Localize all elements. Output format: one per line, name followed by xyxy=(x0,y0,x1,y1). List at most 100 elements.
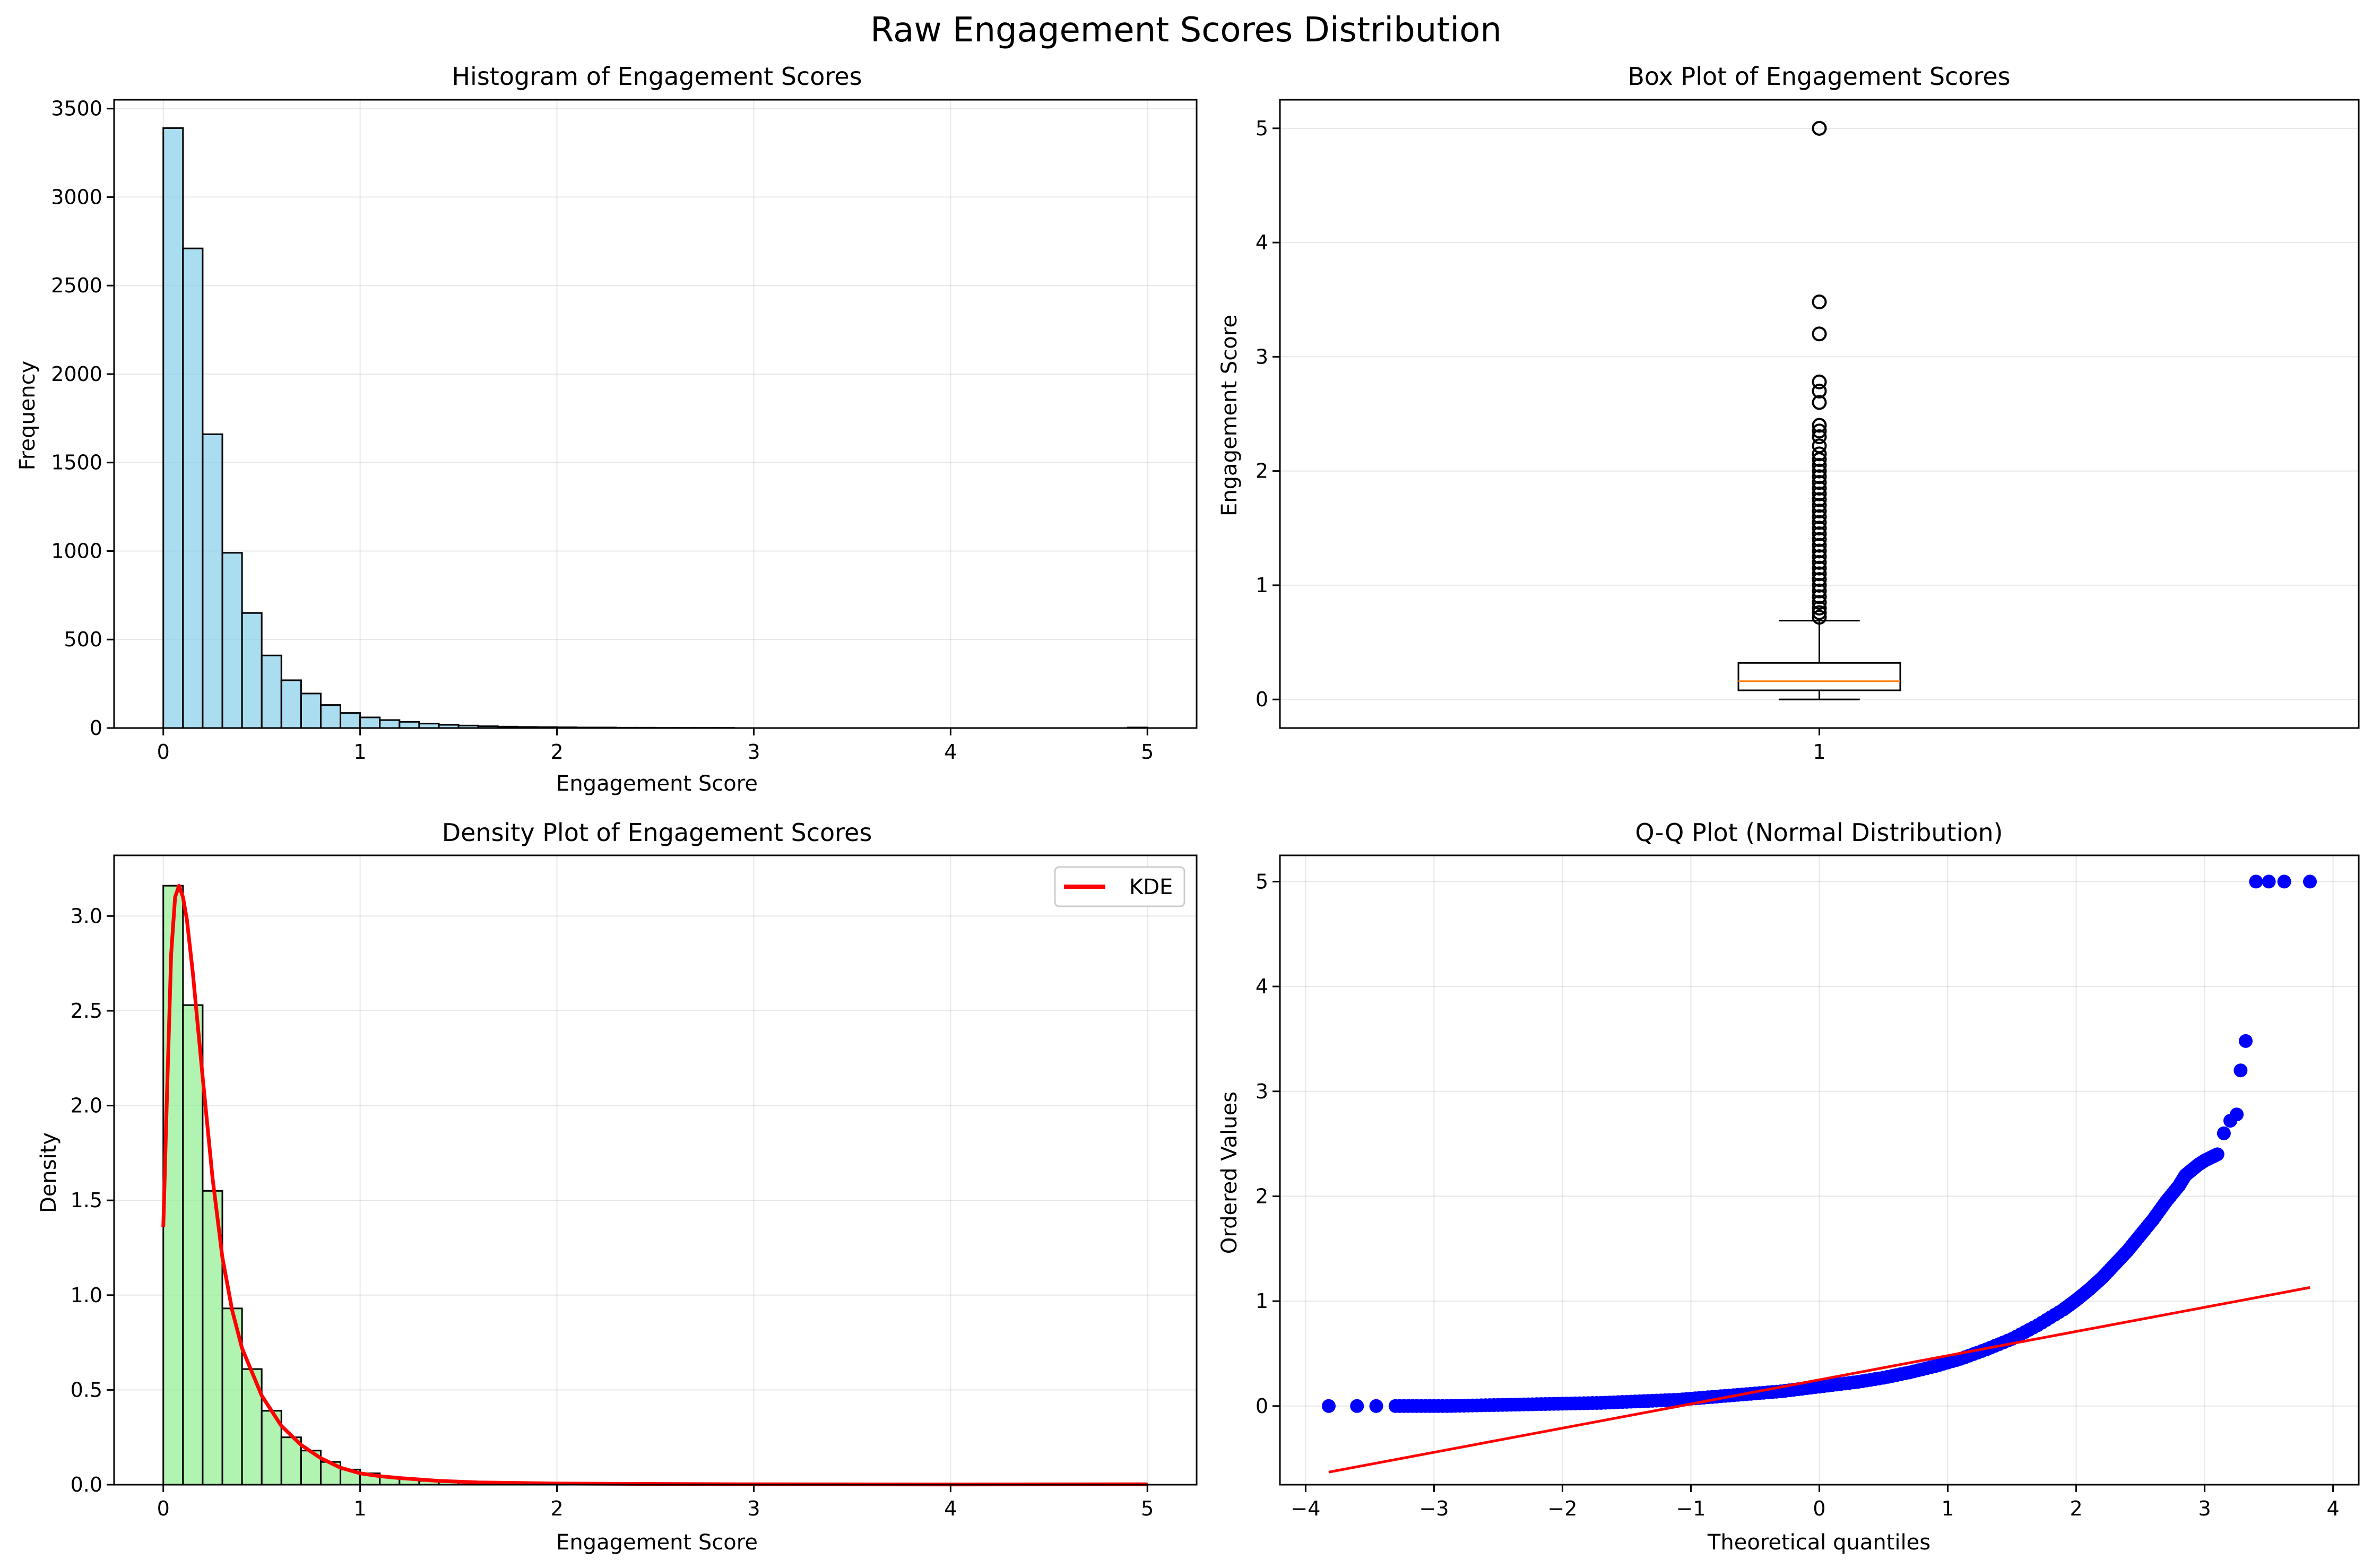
x-tick-label: 2 xyxy=(550,1497,563,1520)
x-tick-label: 3 xyxy=(747,740,760,764)
density-bar xyxy=(182,1004,204,1486)
iqr-box xyxy=(1737,662,1901,691)
y-tick-label: 2 xyxy=(1256,460,1268,483)
figure-title: Raw Engagement Scores Distribution xyxy=(870,11,1502,50)
plot-frame xyxy=(113,99,1198,729)
y-tick-label: 3500 xyxy=(51,97,102,120)
x-tick-label: 5 xyxy=(1141,1497,1154,1520)
density-ylabel: Density xyxy=(37,1132,61,1213)
outlier-point xyxy=(1812,492,1827,507)
qq-point xyxy=(2234,1063,2248,1078)
x-tick-label: −3 xyxy=(1419,1497,1449,1520)
plot-frame xyxy=(1279,99,2360,729)
x-tick-label: 4 xyxy=(2327,1497,2340,1520)
histogram-panel: Histogram of Engagement Scores Engagemen… xyxy=(15,62,1198,796)
y-tick-label: 5 xyxy=(1256,870,1268,893)
y-tick-label: 0.0 xyxy=(71,1473,102,1496)
histogram-bar xyxy=(319,704,342,729)
y-tick-label: 1.5 xyxy=(71,1189,102,1212)
outlier-point xyxy=(1812,395,1827,410)
legend-kde-label: KDE xyxy=(1129,875,1173,899)
qq-point xyxy=(2210,1147,2224,1162)
outlier-point xyxy=(1812,572,1827,587)
histogram-bar xyxy=(162,127,184,729)
density-xlabel: Engagement Score xyxy=(556,1530,758,1555)
y-tick-label: 1.0 xyxy=(71,1284,102,1307)
outlier-point xyxy=(1812,610,1827,625)
qq-point xyxy=(2277,874,2291,889)
y-tick-label: 0.5 xyxy=(71,1378,102,1401)
outlier-point xyxy=(1812,532,1827,547)
y-tick-label: 500 xyxy=(64,628,102,651)
outlier-point xyxy=(1812,120,1827,136)
outlier-point xyxy=(1812,383,1827,399)
qq-point xyxy=(2262,874,2276,889)
histogram-bar xyxy=(399,721,420,729)
outlier-point xyxy=(1812,589,1827,604)
boxplot-title: Box Plot of Engagement Scores xyxy=(1627,62,2010,91)
outlier-point xyxy=(1812,538,1827,553)
outlier-point xyxy=(1812,498,1827,513)
y-tick-label: 1500 xyxy=(51,451,102,474)
outlier-point xyxy=(1812,526,1827,542)
y-tick-label: 2000 xyxy=(51,362,102,386)
outlier-point xyxy=(1812,515,1827,530)
x-tick-label: 3 xyxy=(747,1497,760,1520)
x-tick-label: 0 xyxy=(157,1497,170,1520)
histogram-xlabel: Engagement Score xyxy=(556,772,758,796)
plot-frame xyxy=(1279,854,2360,1486)
x-tick-label: −1 xyxy=(1676,1497,1706,1520)
outlier-point xyxy=(1812,480,1827,496)
outlier-point xyxy=(1812,560,1827,576)
density-legend: KDE xyxy=(1054,866,1185,907)
y-tick-label: 1 xyxy=(1256,1289,1268,1313)
y-tick-label: 4 xyxy=(1256,231,1268,254)
density-panel: Density Plot of Engagement Scores Engage… xyxy=(37,818,1198,1555)
outlier-point xyxy=(1812,605,1827,620)
y-tick-label: 3000 xyxy=(51,185,102,209)
x-tick-label: 3 xyxy=(2198,1497,2211,1520)
y-tick-label: 0 xyxy=(90,716,102,740)
x-tick-label: 1 xyxy=(354,1497,367,1520)
outlier-point xyxy=(1812,326,1827,342)
outlier-point xyxy=(1812,600,1827,616)
y-tick-label: 0 xyxy=(1256,688,1268,711)
outlier-point xyxy=(1812,469,1827,484)
qq-title: Q-Q Plot (Normal Distribution) xyxy=(1635,818,2003,847)
histogram-bar xyxy=(221,552,243,729)
histogram-bar xyxy=(202,433,223,729)
y-tick-label: 3 xyxy=(1256,1080,1268,1103)
y-tick-label: 0 xyxy=(1256,1394,1268,1418)
histogram-bar xyxy=(379,719,401,729)
outlier-point xyxy=(1812,555,1827,570)
plot-frame xyxy=(113,854,1198,1486)
y-tick-label: 1000 xyxy=(51,539,102,562)
x-tick-label: 0 xyxy=(1813,1497,1825,1520)
qq-point xyxy=(2249,874,2263,889)
x-tick-label: 4 xyxy=(944,740,957,764)
outlier-point xyxy=(1812,595,1827,610)
x-tick-label: 5 xyxy=(1141,740,1154,764)
outlier-point xyxy=(1812,566,1827,582)
outlier-point xyxy=(1812,521,1827,536)
x-tick-label: 1 xyxy=(1813,740,1825,764)
y-tick-label: 2500 xyxy=(51,274,102,297)
x-tick-label: 4 xyxy=(944,1497,957,1520)
histogram-bar xyxy=(300,692,322,729)
histogram-bar xyxy=(182,247,204,729)
histogram-bar xyxy=(261,654,282,729)
qq-point xyxy=(1350,1399,1364,1413)
outlier-point xyxy=(1812,374,1827,389)
outlier-point xyxy=(1812,418,1827,433)
qq-ylabel: Ordered Values xyxy=(1217,1091,1242,1254)
histogram-ylabel: Frequency xyxy=(15,361,40,471)
outlier-point xyxy=(1812,452,1827,467)
qq-fit-line xyxy=(1328,1286,2310,1474)
qq-point xyxy=(2303,874,2317,889)
histogram-title: Histogram of Engagement Scores xyxy=(452,62,862,91)
histogram-bar xyxy=(280,679,302,729)
x-tick-label: 1 xyxy=(1941,1497,1954,1520)
y-tick-label: 2.0 xyxy=(71,1094,102,1117)
x-tick-label: 2 xyxy=(2070,1497,2082,1520)
outlier-point xyxy=(1812,446,1827,462)
